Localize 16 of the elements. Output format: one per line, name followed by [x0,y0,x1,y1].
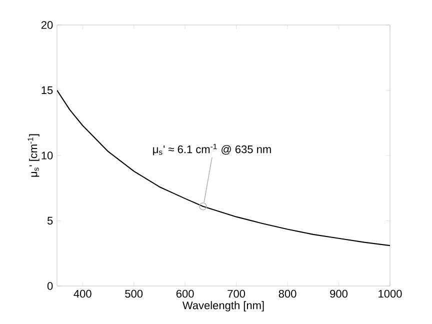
x-tick-label: 1000 [378,290,402,298]
line-series [57,90,390,246]
y-tick-label: 0 [47,282,53,290]
annotation: μ$_{s}$' ≈ 6.1 cm$^{-1}$ @ 635 nm [153,144,271,156]
x-tick-label: 400 [74,290,92,298]
x-tick-label: 800 [278,290,296,298]
y-tick-label: 5 [47,216,53,225]
x-tick-label: 900 [330,290,348,298]
y-tick-label: 20 [41,21,53,29]
x-axis-title: Wavelength [nm] [182,301,264,312]
x-tick-label: 600 [176,290,194,298]
y-axis-title: μ$_{s}$' [cm$^{-1}$] [28,134,40,177]
y-tick-label: 10 [42,152,53,160]
x-tick-label: 500 [125,290,143,298]
x-tick-label: 700 [228,290,246,298]
y-tick-label: 15 [42,86,53,94]
